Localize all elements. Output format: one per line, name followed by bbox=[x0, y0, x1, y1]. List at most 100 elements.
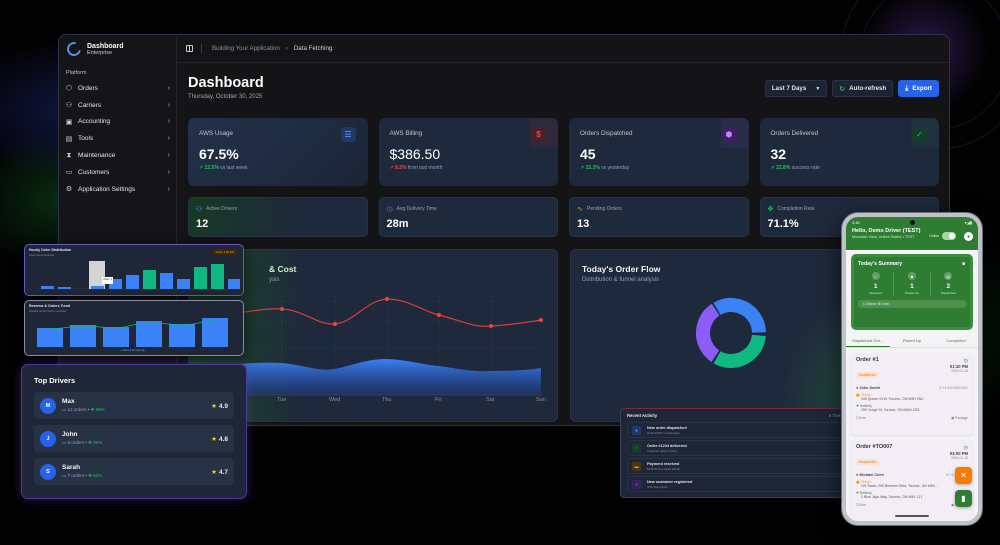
tab-completed[interactable]: Completed bbox=[946, 338, 966, 343]
star-icon: ★ bbox=[211, 402, 217, 410]
brand[interactable]: Dashboard Enterprise bbox=[59, 35, 176, 63]
camera-icon bbox=[910, 220, 915, 225]
trend-icon: ↗ bbox=[389, 165, 396, 171]
pin-icon: ⬤ bbox=[856, 480, 861, 484]
avatar: S bbox=[40, 463, 56, 480]
trend-up-icon: ↗ bbox=[199, 165, 205, 171]
chevron-right-icon: › bbox=[167, 84, 170, 92]
avatar: J bbox=[40, 430, 56, 447]
hourly-distribution-card: Hourly Order Distribution Peak hours ana… bbox=[24, 244, 244, 296]
target-icon: ✥ bbox=[88, 440, 94, 445]
sidebar-item-accounting[interactable]: ▣ Accounting › bbox=[65, 118, 170, 126]
activity-item[interactable]: ✓ Order #1234 delivered Customer rating: 5… bbox=[627, 440, 843, 456]
wallet-icon: ▬ bbox=[632, 461, 641, 471]
users-icon: ⚇ bbox=[65, 102, 73, 110]
map-icon: ▮ bbox=[961, 494, 966, 503]
clock-icon: ◷ bbox=[862, 302, 866, 306]
order-card[interactable]: Order #1 Dispatched ◷ 01:30 PM 2024-01-15 … bbox=[851, 353, 973, 435]
kpi-value: 67.5% bbox=[199, 146, 239, 162]
map-button[interactable]: ▮ bbox=[955, 490, 972, 507]
profile-icon[interactable]: ● bbox=[964, 232, 973, 241]
online-toggle[interactable] bbox=[942, 232, 956, 240]
x-axis: Tue Wed Thu Fri Sat Sun bbox=[277, 397, 546, 403]
phone-icon: ✆ bbox=[938, 386, 943, 390]
location: Mountain View, United States • TEST bbox=[852, 235, 915, 239]
sidebar-item-tools[interactable]: ▤ Tools › bbox=[65, 135, 170, 143]
tooltip: orders: 3 bbox=[103, 279, 113, 281]
user-plus-icon: + bbox=[632, 479, 641, 489]
activity-item[interactable]: ▬ Payment received $245.00 from Order #123… bbox=[627, 458, 843, 474]
clock-icon: ◷ bbox=[386, 206, 393, 213]
chevron-right-icon: › bbox=[167, 185, 170, 193]
person-icon: ● bbox=[856, 473, 860, 477]
tab-dispatched[interactable]: Dispatched Ord… bbox=[846, 338, 890, 347]
chevron-right-icon: › bbox=[167, 152, 170, 160]
driver-header: 3:40 ▾◢▮ Hello, Demo Driver (TEST) Mounta… bbox=[846, 217, 978, 250]
box-icon: ▭ bbox=[62, 407, 68, 412]
greeting: Hello, Demo Driver (TEST) bbox=[852, 228, 921, 234]
revenue-chart bbox=[228, 295, 543, 396]
driver-row[interactable]: J John ▭ 8 orders • ✥ 95% ★ 4.8 bbox=[34, 425, 234, 452]
panel-title: & Cost bbox=[269, 264, 297, 274]
sidebar-item-maintenance[interactable]: ⧗ Maintenance › bbox=[66, 151, 170, 160]
check-icon: ✓ bbox=[632, 443, 641, 453]
check-icon: ✓ bbox=[871, 272, 880, 280]
sidebar-item-carriers[interactable]: ⚇ Carriers › bbox=[65, 101, 170, 110]
home-indicator[interactable] bbox=[895, 515, 929, 517]
truck-icon: ■ bbox=[961, 261, 965, 267]
trend-up-icon: ↗ bbox=[770, 165, 777, 171]
kpi-card-aws-billing[interactable]: AWS Billing $386.50 ↗ 8.2% from last mon… bbox=[378, 118, 558, 186]
users-icon: ⚇ bbox=[196, 206, 203, 213]
status-badge: Dispatched bbox=[856, 459, 879, 465]
gear-icon: ⚙ bbox=[65, 186, 73, 194]
card-title: Recent Activity bbox=[627, 413, 658, 418]
online-duration: ◷ Online: 6h 24m bbox=[858, 300, 966, 308]
tab-picked-up[interactable]: Picked Up bbox=[902, 338, 922, 343]
mini-stat-pending-orders[interactable]: ∿ Pending Orders 13 bbox=[569, 197, 749, 237]
kpi-card-orders-dispatched[interactable]: Orders Dispatched 45 ↗ 15.3% vs yesterda… bbox=[569, 118, 749, 186]
order-card[interactable]: Order #TO007 Dispatched ◷ 03:00 PM 2024-01… bbox=[851, 440, 973, 521]
activity-item[interactable]: + New customer registered John Doe joined bbox=[627, 476, 843, 492]
mini-stat-active-drivers[interactable]: ⚇ Active Drivers 12 bbox=[188, 197, 368, 237]
flag-icon: ⚑ bbox=[856, 491, 860, 495]
scan-button[interactable]: ✕ bbox=[955, 467, 972, 484]
chevron-down-icon: ▼ bbox=[815, 85, 821, 92]
panel-subtitle: ysis bbox=[269, 277, 280, 283]
pin-icon: ⬤ bbox=[856, 393, 861, 397]
today-summary-card: Today's Summary ■ ✓ 1 Delivered ■ 1 Picked U… bbox=[851, 254, 973, 330]
sidebar-item-settings[interactable]: ⚙ Application Settings › bbox=[65, 185, 170, 194]
brand-name: Dashboard bbox=[87, 42, 124, 50]
box-icon: ▭ bbox=[62, 440, 68, 445]
box-icon: ⬢ bbox=[721, 127, 737, 142]
peak-badge: Peak: 4:00 PM bbox=[212, 249, 237, 255]
sidebar-item-orders[interactable]: ⬡ Orders › bbox=[65, 84, 170, 93]
mini-stats: ⚇ Active Drivers 12 ◷ Avg Delivery Time 28… bbox=[188, 197, 939, 237]
trend-up-icon: ↗ bbox=[580, 165, 586, 171]
activity-icon: ∿ bbox=[577, 206, 583, 213]
logo-icon bbox=[64, 39, 84, 59]
stat-dispatched: ▤ 2 Dispatched bbox=[940, 272, 956, 295]
driver-row[interactable]: M Max ▭ 12 orders • ✥ 98% ★ 4.9 bbox=[34, 392, 234, 419]
driver-row[interactable]: S Sarah ▭ 7 orders • ✥ 92% ★ 4.7 bbox=[34, 458, 234, 485]
id-card-icon: ▭ bbox=[65, 169, 73, 177]
auto-refresh-button[interactable]: ↻ Auto-refresh bbox=[832, 80, 894, 97]
phone-screen: 3:40 ▾◢▮ Hello, Demo Driver (TEST) Mounta… bbox=[846, 217, 978, 521]
revenue-cost-panel: & Cost ysis bbox=[188, 249, 558, 422]
range-select[interactable]: Last 7 Days ▼ bbox=[764, 80, 828, 97]
chevron-right-icon: › bbox=[167, 168, 170, 176]
mini-stat-avg-delivery[interactable]: ◷ Avg Delivery Time 28m bbox=[378, 197, 558, 237]
kpi-card-orders-delivered[interactable]: Orders Delivered 32 ↗ 22.8% success rate… bbox=[759, 118, 939, 186]
export-button[interactable]: ⤓ Export bbox=[898, 80, 939, 97]
scan-icon: ✕ bbox=[960, 471, 967, 480]
sidebar-item-customers[interactable]: ▭ Customers › bbox=[65, 168, 170, 177]
page-title: Dashboard bbox=[188, 75, 264, 91]
person-icon: ● bbox=[856, 386, 860, 390]
refresh-icon: ↻ bbox=[839, 85, 846, 93]
chevron-right-icon: › bbox=[285, 45, 288, 52]
package-icon: ▣ bbox=[951, 503, 956, 507]
sidebar-toggle-icon[interactable] bbox=[186, 45, 193, 52]
banknote-icon: ▣ bbox=[65, 118, 73, 126]
kpi-card-aws-usage[interactable]: AWS Usage 67.5% ↗ 12.5% vs last week ☰ bbox=[188, 118, 368, 186]
activity-item[interactable]: ● New order dispatched Order #1567 to Down… bbox=[627, 422, 843, 438]
breadcrumb-parent[interactable]: Building Your Application bbox=[212, 45, 280, 52]
